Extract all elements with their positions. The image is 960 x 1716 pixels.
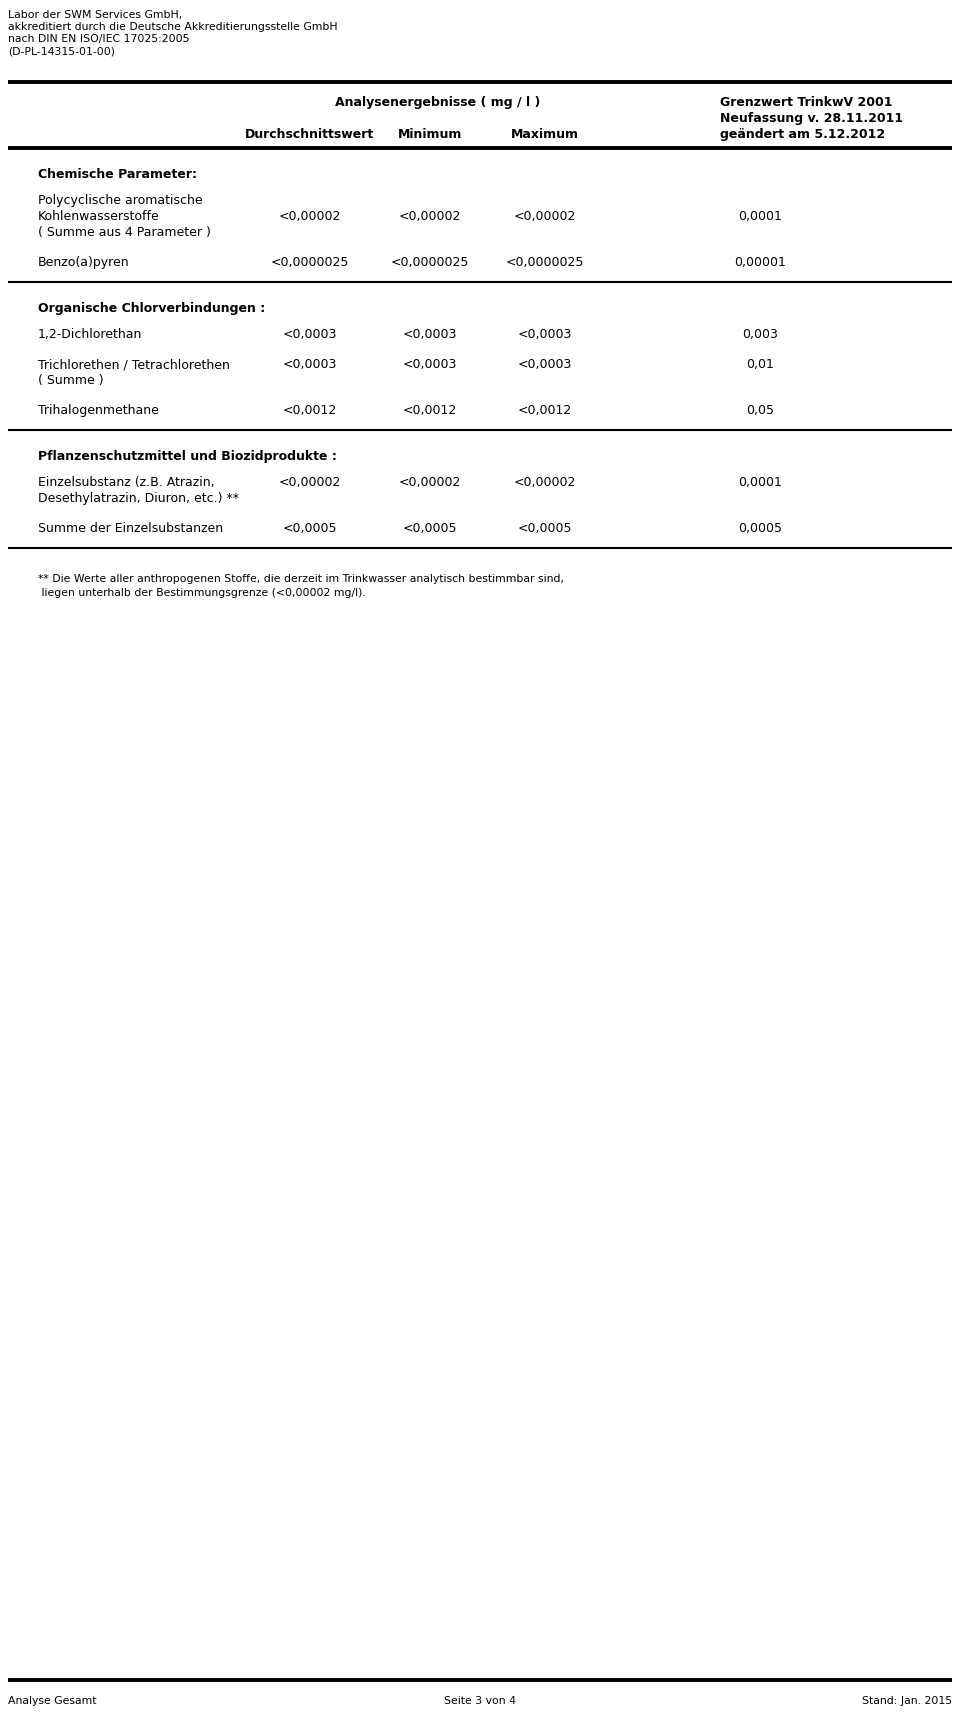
- Text: Trichlorethen / Tetrachlorethen: Trichlorethen / Tetrachlorethen: [38, 359, 229, 371]
- Text: 0,003: 0,003: [742, 328, 778, 341]
- Text: (D-PL-14315-01-00): (D-PL-14315-01-00): [8, 46, 115, 57]
- Text: Grenzwert TrinkwV 2001: Grenzwert TrinkwV 2001: [720, 96, 893, 110]
- Text: Polycyclische aromatische: Polycyclische aromatische: [38, 194, 203, 208]
- Text: 0,0001: 0,0001: [738, 209, 782, 223]
- Text: <0,00002: <0,00002: [398, 209, 461, 223]
- Text: Labor der SWM Services GmbH,: Labor der SWM Services GmbH,: [8, 10, 182, 21]
- Text: <0,0003: <0,0003: [517, 359, 572, 371]
- Text: Analysenergebnisse ( mg / l ): Analysenergebnisse ( mg / l ): [335, 96, 540, 110]
- Text: <0,00002: <0,00002: [278, 209, 341, 223]
- Text: Analyse Gesamt: Analyse Gesamt: [8, 1695, 97, 1706]
- Text: Minimum: Minimum: [397, 129, 462, 141]
- Text: <0,00002: <0,00002: [514, 475, 576, 489]
- Text: Neufassung v. 28.11.2011: Neufassung v. 28.11.2011: [720, 112, 903, 125]
- Text: nach DIN EN ISO/IEC 17025:2005: nach DIN EN ISO/IEC 17025:2005: [8, 34, 189, 45]
- Text: <0,0003: <0,0003: [517, 328, 572, 341]
- Text: <0,00002: <0,00002: [514, 209, 576, 223]
- Text: <0,0000025: <0,0000025: [391, 256, 469, 269]
- Text: <0,0000025: <0,0000025: [506, 256, 585, 269]
- Text: 1,2-Dichlorethan: 1,2-Dichlorethan: [38, 328, 142, 341]
- Text: ( Summe ): ( Summe ): [38, 374, 104, 388]
- Text: 0,0001: 0,0001: [738, 475, 782, 489]
- Text: <0,0005: <0,0005: [403, 522, 457, 535]
- Text: <0,0003: <0,0003: [403, 359, 457, 371]
- Text: 0,00001: 0,00001: [734, 256, 786, 269]
- Text: ( Summe aus 4 Parameter ): ( Summe aus 4 Parameter ): [38, 227, 211, 239]
- Text: <0,0012: <0,0012: [283, 403, 337, 417]
- Text: geändert am 5.12.2012: geändert am 5.12.2012: [720, 129, 885, 141]
- Text: Summe der Einzelsubstanzen: Summe der Einzelsubstanzen: [38, 522, 223, 535]
- Text: Pflanzenschutzmittel und Biozidprodukte :: Pflanzenschutzmittel und Biozidprodukte …: [38, 450, 337, 463]
- Text: Durchschnittswert: Durchschnittswert: [246, 129, 374, 141]
- Text: <0,0003: <0,0003: [403, 328, 457, 341]
- Text: 0,05: 0,05: [746, 403, 774, 417]
- Text: Seite 3 von 4: Seite 3 von 4: [444, 1695, 516, 1706]
- Text: Organische Chlorverbindungen :: Organische Chlorverbindungen :: [38, 302, 265, 316]
- Text: liegen unterhalb der Bestimmungsgrenze (<0,00002 mg/l).: liegen unterhalb der Bestimmungsgrenze (…: [38, 589, 366, 597]
- Text: <0,0005: <0,0005: [283, 522, 337, 535]
- Text: Maximum: Maximum: [511, 129, 579, 141]
- Text: <0,0012: <0,0012: [517, 403, 572, 417]
- Text: <0,0012: <0,0012: [403, 403, 457, 417]
- Text: Stand: Jan. 2015: Stand: Jan. 2015: [862, 1695, 952, 1706]
- Text: 0,01: 0,01: [746, 359, 774, 371]
- Text: Trihalogenmethane: Trihalogenmethane: [38, 403, 158, 417]
- Text: akkreditiert durch die Deutsche Akkreditierungsstelle GmbH: akkreditiert durch die Deutsche Akkredit…: [8, 22, 338, 33]
- Text: Benzo(a)pyren: Benzo(a)pyren: [38, 256, 130, 269]
- Text: <0,0003: <0,0003: [283, 328, 337, 341]
- Text: Chemische Parameter:: Chemische Parameter:: [38, 168, 197, 180]
- Text: Einzelsubstanz (z.B. Atrazin,: Einzelsubstanz (z.B. Atrazin,: [38, 475, 215, 489]
- Text: <0,0003: <0,0003: [283, 359, 337, 371]
- Text: <0,00002: <0,00002: [398, 475, 461, 489]
- Text: Kohlenwasserstoffe: Kohlenwasserstoffe: [38, 209, 159, 223]
- Text: 0,0005: 0,0005: [738, 522, 782, 535]
- Text: <0,0000025: <0,0000025: [271, 256, 349, 269]
- Text: ** Die Werte aller anthropogenen Stoffe, die derzeit im Trinkwasser analytisch b: ** Die Werte aller anthropogenen Stoffe,…: [38, 573, 564, 583]
- Text: Desethylatrazin, Diuron, etc.) **: Desethylatrazin, Diuron, etc.) **: [38, 492, 239, 505]
- Text: <0,0005: <0,0005: [517, 522, 572, 535]
- Text: <0,00002: <0,00002: [278, 475, 341, 489]
